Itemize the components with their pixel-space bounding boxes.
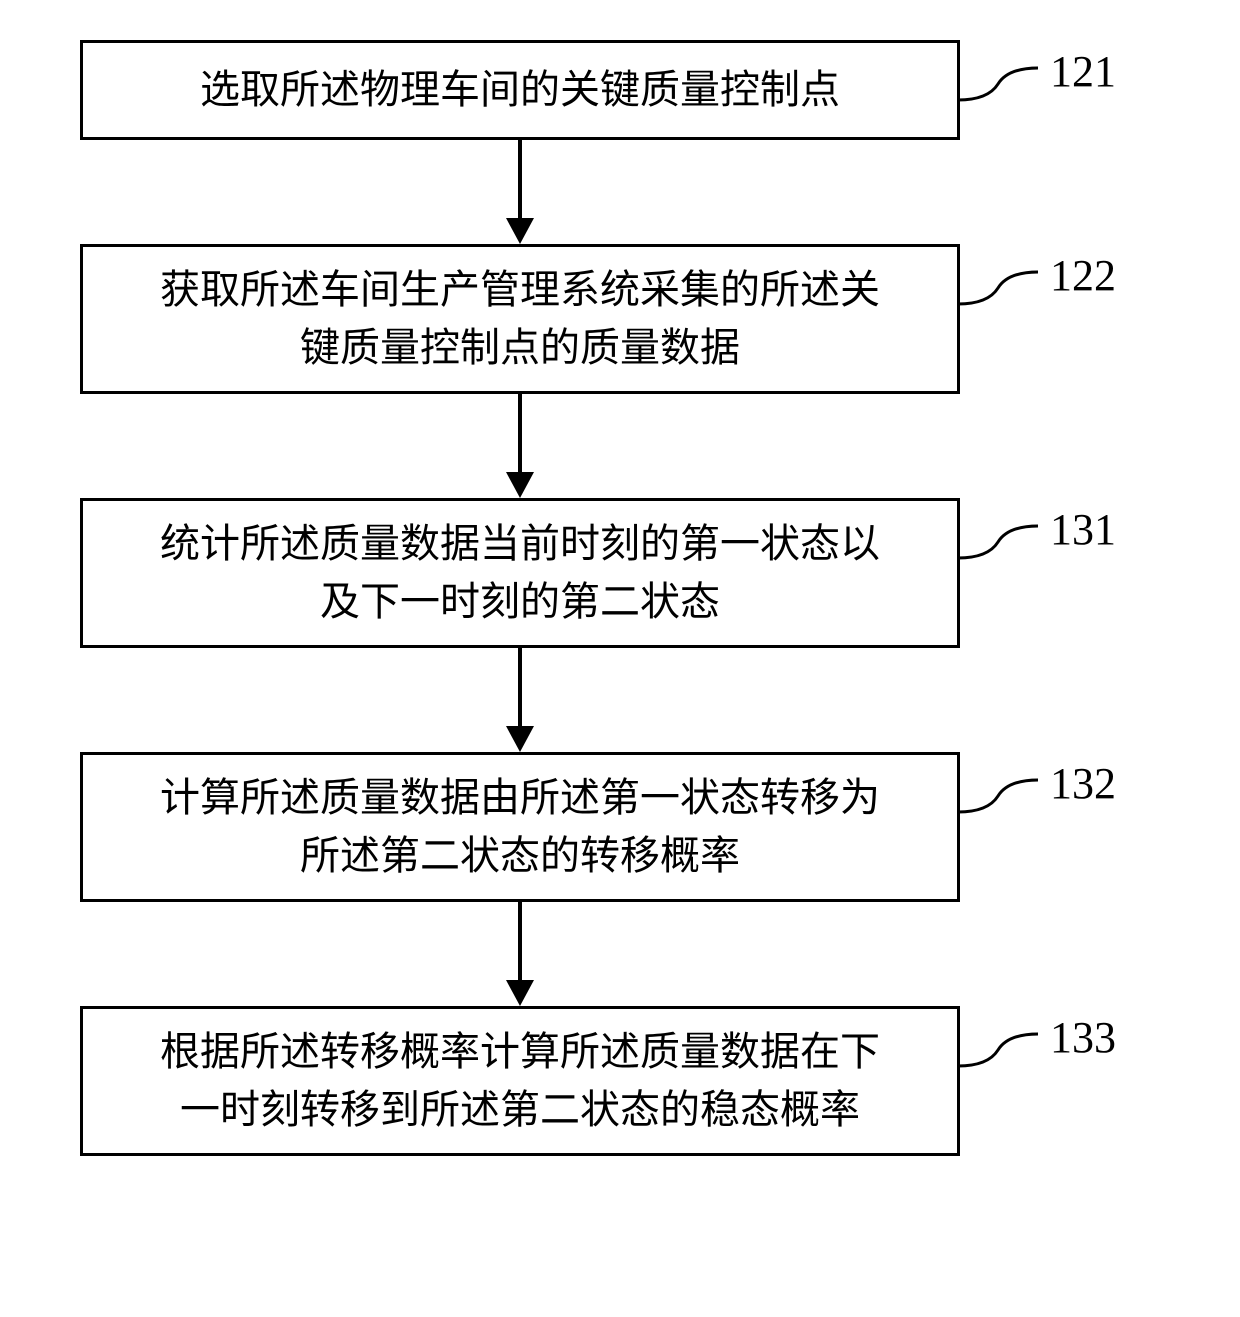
flowchart-container: 选取所述物理车间的关键质量控制点 121 获取所述车间生产管理系统采集的所述关 … (80, 40, 1160, 1156)
flow-arrow (80, 902, 960, 1006)
step-label: 131 (1050, 504, 1116, 555)
arrow-head-icon (506, 218, 534, 244)
arrow-head-icon (506, 726, 534, 752)
flow-arrow (80, 648, 960, 752)
flow-box-122: 获取所述车间生产管理系统采集的所述关 键质量控制点的质量数据 (80, 244, 960, 394)
flow-arrow (80, 140, 960, 244)
flow-box-text: 计算所述质量数据由所述第一状态转移为 所述第二状态的转移概率 (160, 769, 880, 885)
label-connector-icon (958, 266, 1038, 316)
flow-box-131: 统计所述质量数据当前时刻的第一状态以 及下一时刻的第二状态 (80, 498, 960, 648)
flow-step: 计算所述质量数据由所述第一状态转移为 所述第二状态的转移概率 132 (80, 752, 1160, 902)
flow-step: 获取所述车间生产管理系统采集的所述关 键质量控制点的质量数据 122 (80, 244, 1160, 394)
flow-box-text: 获取所述车间生产管理系统采集的所述关 键质量控制点的质量数据 (160, 261, 880, 377)
arrow-line-icon (518, 648, 522, 726)
step-label: 133 (1050, 1012, 1116, 1063)
step-label: 121 (1050, 46, 1116, 97)
flow-box-text: 统计所述质量数据当前时刻的第一状态以 及下一时刻的第二状态 (160, 515, 880, 631)
arrow-line-icon (518, 902, 522, 980)
flow-box-text: 选取所述物理车间的关键质量控制点 (200, 61, 840, 119)
step-label: 122 (1050, 250, 1116, 301)
flow-box-132: 计算所述质量数据由所述第一状态转移为 所述第二状态的转移概率 (80, 752, 960, 902)
label-connector-icon (958, 1028, 1038, 1078)
step-label: 132 (1050, 758, 1116, 809)
flow-box-133: 根据所述转移概率计算所述质量数据在下 一时刻转移到所述第二状态的稳态概率 (80, 1006, 960, 1156)
arrow-line-icon (518, 140, 522, 218)
flow-arrow (80, 394, 960, 498)
flow-box-text: 根据所述转移概率计算所述质量数据在下 一时刻转移到所述第二状态的稳态概率 (160, 1023, 880, 1139)
flow-step: 选取所述物理车间的关键质量控制点 121 (80, 40, 1160, 140)
label-connector-icon (958, 774, 1038, 824)
arrow-head-icon (506, 472, 534, 498)
label-connector-icon (958, 520, 1038, 570)
arrow-head-icon (506, 980, 534, 1006)
label-connector-icon (958, 62, 1038, 112)
flow-step: 统计所述质量数据当前时刻的第一状态以 及下一时刻的第二状态 131 (80, 498, 1160, 648)
flow-box-121: 选取所述物理车间的关键质量控制点 (80, 40, 960, 140)
flow-step: 根据所述转移概率计算所述质量数据在下 一时刻转移到所述第二状态的稳态概率 133 (80, 1006, 1160, 1156)
arrow-line-icon (518, 394, 522, 472)
